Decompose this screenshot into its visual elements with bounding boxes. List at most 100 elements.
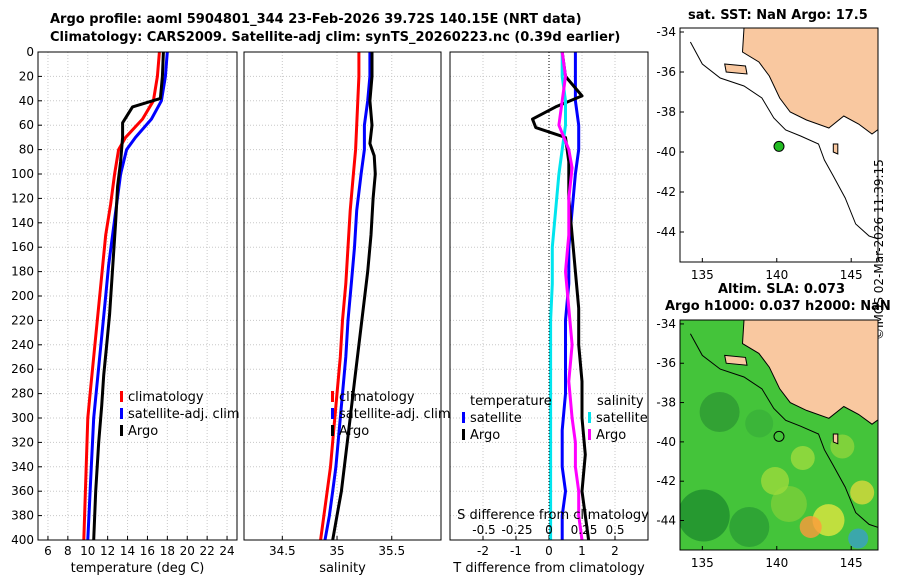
legend-title: temperature <box>470 394 552 409</box>
map-x-tick-label: 135 <box>691 268 714 282</box>
map-altimetry-map: 135 140 145 -34 -36 -38 -40 -42 -44 <box>656 317 879 570</box>
y-tick-label: 160 <box>11 240 34 254</box>
map-y-tick-label: -38 <box>656 396 676 410</box>
y-tick-label: 200 <box>11 289 34 303</box>
legend-label: climatology <box>128 390 204 405</box>
land-king-island <box>832 433 839 445</box>
x-tick-label: 16 <box>140 544 155 558</box>
map-content <box>689 28 878 240</box>
x-tick-label: 6 <box>44 544 52 558</box>
y-tick-label: 340 <box>11 460 34 474</box>
series-line-satellite-adj-clim <box>323 52 372 541</box>
sla-blob <box>848 528 869 549</box>
map-y-tick-label: -36 <box>656 356 676 370</box>
map-y-tick-label: -38 <box>656 105 676 119</box>
legend-label: satellite <box>596 411 648 426</box>
y-tick-label: 120 <box>11 191 34 205</box>
figure-title-line2: Climatology: CARS2009. Satellite-adj cli… <box>50 30 621 45</box>
series-line-argo <box>92 51 165 541</box>
y-tick-label: 140 <box>11 216 34 230</box>
land-mainland <box>741 320 878 425</box>
map-frame <box>679 27 879 263</box>
axes-frame <box>37 51 238 541</box>
y-tick-label: 320 <box>11 435 34 449</box>
map1-title: sat. SST: NaN Argo: 17.5 <box>688 8 868 23</box>
axes-frame <box>243 51 442 541</box>
series-line-s-satellite <box>549 52 567 540</box>
sla-blob <box>699 392 740 432</box>
legend-swatch <box>588 412 591 423</box>
top-x-tick-label: -0.25 <box>501 523 532 537</box>
y-tick-label: 380 <box>11 509 34 523</box>
legend-label: satellite-adj. clim <box>128 407 240 422</box>
top-x-axis-label: S difference from climatology <box>457 508 649 523</box>
series-line-climatology <box>319 52 361 541</box>
legend-label: Argo <box>128 424 158 439</box>
series-line-climatology <box>82 51 161 541</box>
x-tick-label: 34.5 <box>269 544 296 558</box>
float-position-marker <box>773 140 785 152</box>
map-y-tick-label: -44 <box>656 225 676 239</box>
y-tick-label: 100 <box>11 167 34 181</box>
sla-blob <box>799 516 822 538</box>
map-x-tick-label: 140 <box>765 268 788 282</box>
legend-title: salinity <box>597 394 644 409</box>
map-sat-sst-map: 135 140 145 -34 -36 -38 -40 -42 -44 <box>656 25 879 282</box>
map-y-tick-label: -42 <box>656 185 676 199</box>
map-frame <box>679 319 879 551</box>
map-y-tick-label: -42 <box>656 474 676 488</box>
map-x-tick-label: 140 <box>765 556 788 570</box>
map-y-tick-label: -40 <box>656 145 676 159</box>
legend-swatch <box>462 429 465 440</box>
land-king-island <box>832 143 839 155</box>
legend-swatch <box>588 429 591 440</box>
sla-blob <box>729 507 770 547</box>
legend-swatch <box>331 425 334 436</box>
x-axis-label: salinity <box>319 561 366 576</box>
map-x-tick-label: 145 <box>840 556 863 570</box>
legend-swatch <box>120 391 123 402</box>
series-line-argo <box>331 52 377 541</box>
map-y-tick-label: -40 <box>656 435 676 449</box>
x-tick-label: 0 <box>545 544 553 558</box>
figure-title-line1: Argo profile: aoml 5904801_344 23-Feb-20… <box>50 12 582 27</box>
y-tick-label: 60 <box>19 118 34 132</box>
x-tick-label: 2 <box>611 544 619 558</box>
top-x-tick-label: 0.25 <box>571 523 598 537</box>
y-tick-label: 0 <box>26 45 34 59</box>
y-tick-label: 240 <box>11 338 34 352</box>
map-y-tick-label: -34 <box>656 25 676 39</box>
series-line-satellite-adj-clim <box>86 51 169 541</box>
float-position-marker <box>773 430 785 442</box>
map2-title-line1: Altim. SLA: 0.073 <box>718 282 845 297</box>
legend-swatch <box>331 391 334 402</box>
sla-blob <box>680 489 730 542</box>
sla-blob <box>790 446 815 470</box>
legend-label: Argo <box>596 428 626 443</box>
x-axis-label: T difference from climatology <box>452 561 645 576</box>
x-tick-label: 35.5 <box>378 544 405 558</box>
legend-swatch <box>462 412 465 423</box>
legend-swatch <box>331 408 334 419</box>
map-y-tick-label: -34 <box>656 317 676 331</box>
map-y-tick-label: -36 <box>656 65 676 79</box>
y-tick-label: 80 <box>19 143 34 157</box>
legend-label: satellite-adj. clim <box>339 407 451 422</box>
x-tick-label: 12 <box>100 544 115 558</box>
x-tick-label: -2 <box>477 544 489 558</box>
x-tick-label: 1 <box>578 544 586 558</box>
y-tick-label: 280 <box>11 387 34 401</box>
isobath-contour <box>689 333 878 528</box>
legend-label: Argo <box>339 424 369 439</box>
y-tick-label: 300 <box>11 411 34 425</box>
top-x-tick-label: 0 <box>545 523 553 537</box>
x-tick-label: 14 <box>120 544 135 558</box>
land-kangaroo-island <box>724 63 748 75</box>
map2-title-line2: Argo h1000: 0.037 h2000: NaN <box>665 299 891 314</box>
legend-label: satellite <box>470 411 522 426</box>
x-tick-label: -1 <box>510 544 522 558</box>
series-line-t-satellite <box>560 52 581 540</box>
x-axis-label: temperature (deg C) <box>71 561 205 576</box>
sla-blob <box>850 480 875 505</box>
